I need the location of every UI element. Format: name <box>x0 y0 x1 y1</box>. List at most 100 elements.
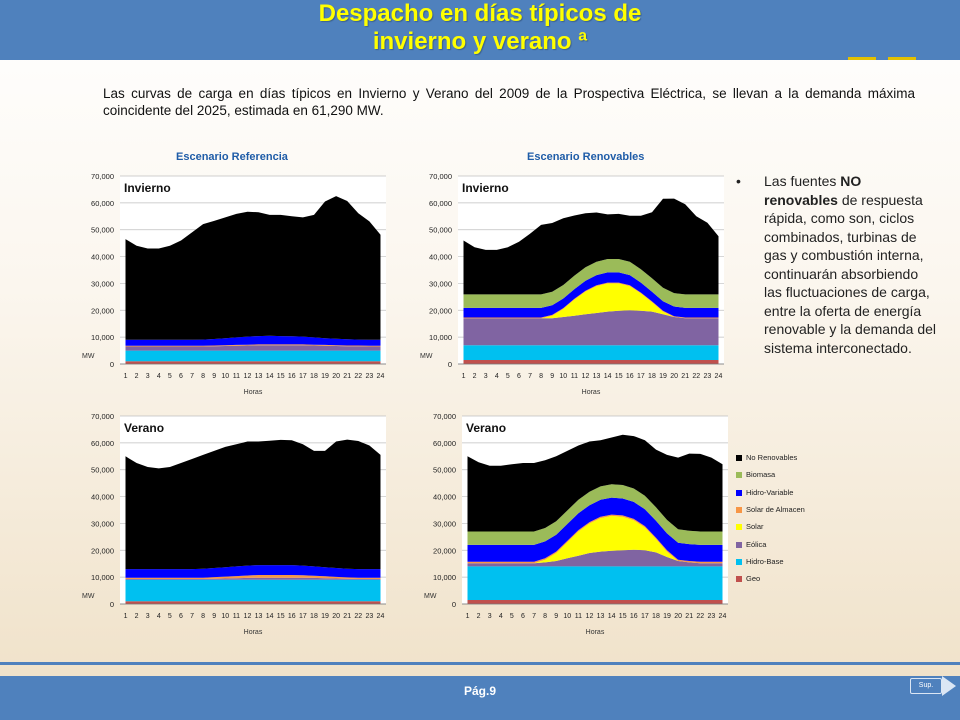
x-tick-label: 7 <box>528 373 532 380</box>
area-series-geo <box>125 361 381 364</box>
side-note-bold: NO renovables <box>764 173 862 208</box>
x-tick-label: 6 <box>517 373 521 380</box>
decorative-bar <box>888 57 916 60</box>
legend-label: Biomasa <box>746 470 776 480</box>
y-tick-label: 10,000 <box>433 573 456 582</box>
area-series-solar-de-almacen <box>125 575 381 579</box>
x-tick-label: 4 <box>157 373 161 380</box>
legend-label: Solar de Almacen <box>746 504 805 514</box>
x-tick-label: 20 <box>674 613 682 620</box>
chart-svg: 0 10,000 20,000 30,000 40,000 50,000 60,000 70,… <box>424 412 728 636</box>
x-tick-label: 8 <box>543 613 547 620</box>
area-series-hidro-variable <box>463 272 719 318</box>
area-series-geo <box>467 600 723 604</box>
y-tick-label: 60,000 <box>91 199 114 208</box>
x-tick-label: 23 <box>703 373 711 380</box>
legend-swatch <box>736 455 742 461</box>
x-tick-label: 24 <box>715 373 723 380</box>
area-series-hidro-base <box>463 345 719 360</box>
x-axis-label: Horas <box>244 389 263 396</box>
x-tick-label: 13 <box>597 613 605 620</box>
x-tick-label: 11 <box>233 373 240 380</box>
x-tick-label: 19 <box>321 613 329 620</box>
y-axis-label: MW <box>82 593 95 600</box>
legend-label: No Renovables <box>746 453 798 462</box>
y-tick-label: 40,000 <box>433 493 456 502</box>
y-tick-label: 10,000 <box>91 573 114 582</box>
y-tick-label: 30,000 <box>429 279 452 288</box>
legend-swatch <box>736 524 742 531</box>
x-tick-label: 14 <box>266 613 274 620</box>
x-tick-label: 1 <box>124 613 128 620</box>
y-tick-label: 70,000 <box>433 412 456 421</box>
decorative-bar <box>848 57 876 60</box>
x-tick-label: 6 <box>179 613 183 620</box>
x-tick-label: 15 <box>277 373 285 380</box>
y-tick-label: 50,000 <box>91 466 114 475</box>
area-series-solar <box>463 283 719 319</box>
y-tick-label: 50,000 <box>429 226 452 235</box>
x-tick-label: 5 <box>168 613 172 620</box>
x-tick-label: 16 <box>288 373 296 380</box>
x-tick-label: 17 <box>299 373 307 380</box>
x-tick-label: 24 <box>377 613 385 620</box>
x-tick-label: 10 <box>559 373 567 380</box>
legend-swatch <box>736 472 742 479</box>
x-tick-label: 13 <box>593 373 601 380</box>
side-note-text: Las fuentes NO renovables de respuesta r… <box>764 172 936 357</box>
x-tick-label: 7 <box>532 613 536 620</box>
side-note-post: de respuesta rápida, como son, ciclos co… <box>764 191 937 356</box>
page-title: Despacho en días típicos de invierno y v… <box>0 0 960 84</box>
y-tick-label: 0 <box>452 600 456 609</box>
area-series-hidro-base <box>467 566 723 600</box>
x-axis-label: Horas <box>244 629 263 636</box>
x-tick-label: 12 <box>244 373 252 380</box>
x-tick-label: 19 <box>663 613 671 620</box>
x-tick-label: 7 <box>190 373 194 380</box>
x-tick-label: 8 <box>201 373 205 380</box>
bullet-icon: • <box>736 173 741 189</box>
y-tick-label: 10,000 <box>429 333 452 342</box>
legend-swatch <box>736 576 742 583</box>
area-series-solar-de-almacen <box>125 344 381 347</box>
x-tick-label: 12 <box>244 613 252 620</box>
y-axis-label: MW <box>420 353 433 360</box>
page-title-line1: Despacho en días típicos de <box>318 0 642 27</box>
y-tick-label: 0 <box>110 600 114 609</box>
x-tick-label: 3 <box>146 613 150 620</box>
x-tick-label: 6 <box>521 613 525 620</box>
x-tick-label: 22 <box>354 613 362 620</box>
x-tick-label: 8 <box>539 373 543 380</box>
area-series-no-renovables <box>467 434 723 532</box>
y-tick-label: 0 <box>448 360 452 369</box>
legend-label: Geo <box>746 574 761 584</box>
x-tick-label: 21 <box>343 613 351 620</box>
area-series-hidro-base <box>125 350 381 362</box>
x-tick-label: 4 <box>495 373 499 380</box>
y-tick-label: 30,000 <box>91 519 114 528</box>
scenario-title-renovables: Escenario Renovables <box>527 151 645 163</box>
y-tick-label: 10,000 <box>91 333 114 342</box>
x-tick-label: 8 <box>201 613 205 620</box>
x-tick-label: 2 <box>473 373 477 380</box>
legend-swatch <box>736 506 742 513</box>
x-tick-label: 16 <box>626 373 634 380</box>
x-tick-label: 21 <box>685 613 693 620</box>
x-tick-label: 21 <box>681 373 689 380</box>
x-tick-label: 4 <box>157 613 161 620</box>
chart-verano-renovables: 0 10,000 20,000 30,000 40,000 50,000 60,000 70,… <box>420 408 740 638</box>
x-tick-label: 14 <box>266 373 274 380</box>
x-tick-label: 23 <box>365 613 373 620</box>
y-axis-label: MW <box>82 353 95 360</box>
x-tick-label: 21 <box>343 373 351 380</box>
x-tick-label: 18 <box>652 613 660 620</box>
x-tick-label: 16 <box>288 613 296 620</box>
sup-nav-button[interactable]: Sup. <box>910 676 960 696</box>
area-series-eolica <box>125 345 381 351</box>
panel-label: Verano <box>124 421 164 435</box>
x-tick-label: 12 <box>582 373 590 380</box>
x-tick-label: 19 <box>321 373 329 380</box>
chart-svg: 0 10,000 20,000 30,000 40,000 50,000 60,000 70,… <box>82 172 386 396</box>
x-tick-label: 16 <box>630 613 638 620</box>
y-tick-label: 60,000 <box>91 439 114 448</box>
